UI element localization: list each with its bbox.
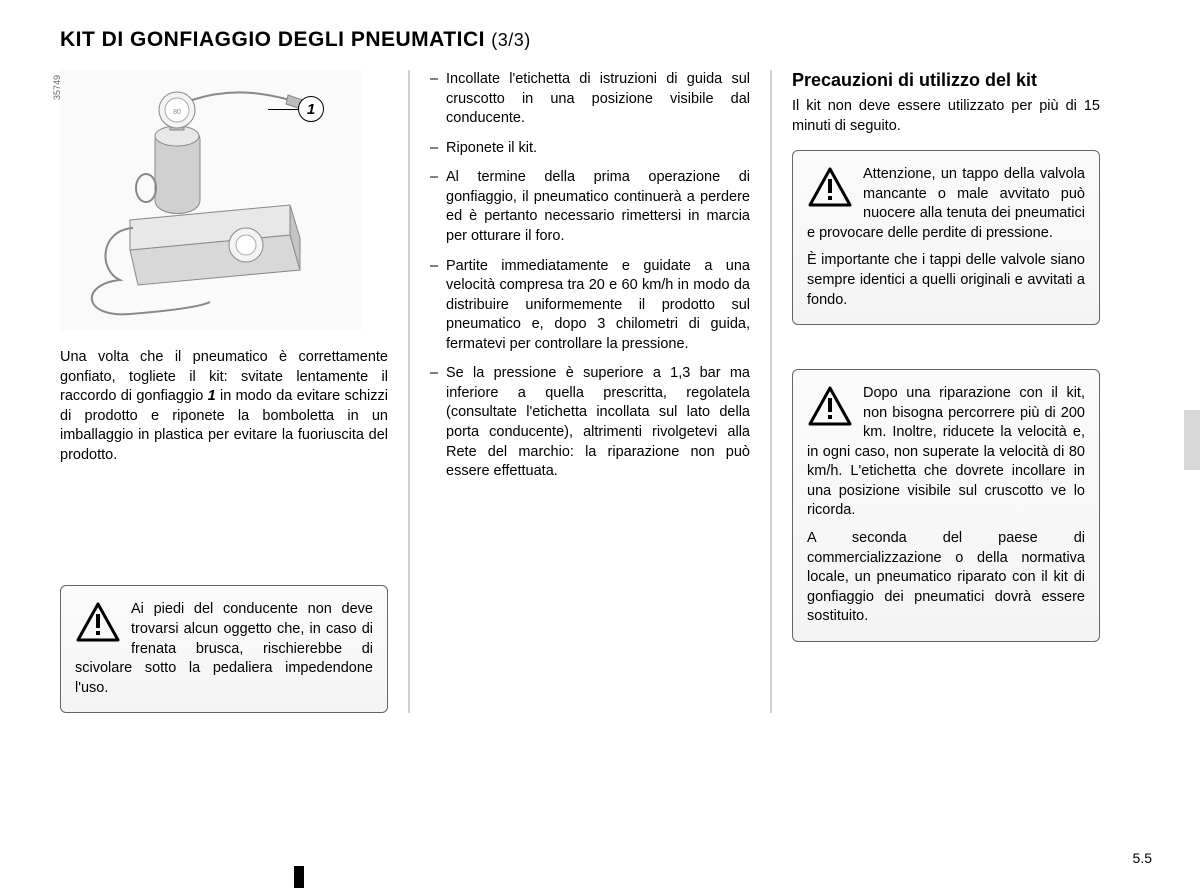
title-count: (3/3) <box>491 30 531 50</box>
instructions-list: Incollate l'etichetta di istruzioni di g… <box>430 70 750 482</box>
crop-mark <box>294 866 304 888</box>
callout-circle: 1 <box>298 96 324 122</box>
warn-valve-p2: È importante che i tappi delle valvole s… <box>807 251 1085 310</box>
warning-icon <box>807 165 853 211</box>
svg-text:80: 80 <box>173 109 181 116</box>
warning-box-valve-cap: Attenzione, un tappo della valvola manca… <box>792 150 1100 325</box>
column-middle: Incollate l'etichetta di istruzioni di g… <box>408 70 772 713</box>
page-title: KIT DI GONFIAGGIO DEGLI PNEUMATICI (3/3) <box>60 28 1152 52</box>
inflation-kit-figure: 35749 80 <box>60 70 362 330</box>
precautions-heading: Precauzioni di utilizzo del kit <box>792 70 1100 91</box>
column-left: 35749 80 <box>60 70 408 713</box>
warning-box-footwell: Ai piedi del conducente non deve trovars… <box>60 585 388 713</box>
list-item: Partite immediatamente e guidate a una v… <box>430 257 750 355</box>
precautions-intro: Il kit non deve essere utilizzato per pi… <box>792 97 1100 136</box>
warning-box-after-repair: Dopo una riparazione con il kit, non bis… <box>792 369 1100 642</box>
callout-num: 1 <box>307 101 315 118</box>
column-right: Precauzioni di utilizzo del kit Il kit n… <box>772 70 1120 713</box>
figure-id: 35749 <box>52 75 62 100</box>
title-main: KIT DI GONFIAGGIO DEGLI PNEUMATICI <box>60 28 491 51</box>
list-item: Riponete il kit. <box>430 139 750 159</box>
col1-ref: 1 <box>208 388 216 404</box>
side-tab <box>1184 410 1200 470</box>
callout-1: 1 <box>268 96 324 122</box>
columns: 35749 80 <box>60 70 1152 713</box>
warn-repair-p2: A seconda del paese di commercializzazio… <box>807 529 1085 627</box>
list-item: Incollate l'etichetta di istruzioni di g… <box>430 70 750 129</box>
warning-icon <box>807 384 853 430</box>
page-number: 5.5 <box>1133 850 1152 866</box>
list-item: Al termine della prima operazione di gon… <box>430 168 750 246</box>
col1-paragraph: Una volta che il pneumatico è correttame… <box>60 348 388 465</box>
list-item: Se la pressione è superiore a 1,3 bar ma… <box>430 364 750 481</box>
warning-icon <box>75 600 121 646</box>
callout-line <box>268 109 298 110</box>
